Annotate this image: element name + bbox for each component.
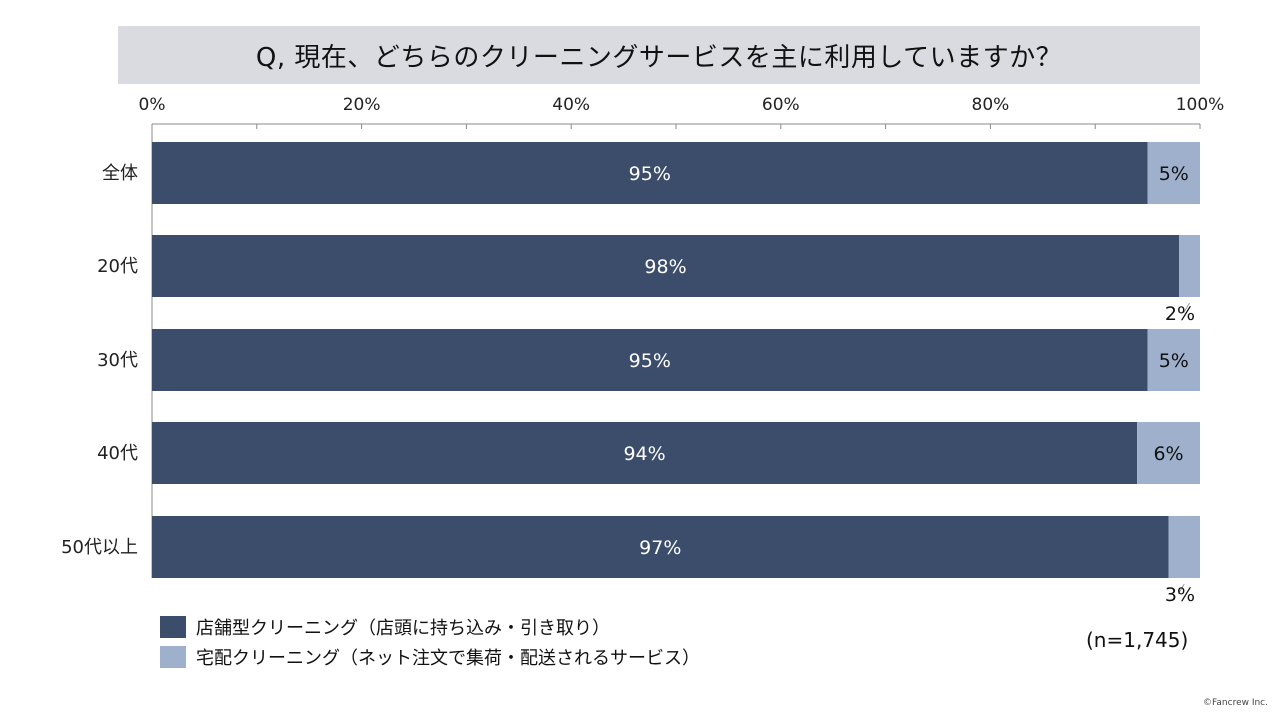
data-label-leader [1177, 583, 1185, 595]
data-label-store: 95% [629, 163, 671, 185]
bar-segment-delivery [1147, 142, 1200, 204]
data-label-leader [1183, 302, 1190, 314]
category-label: 30代 [97, 350, 138, 371]
category-label: 全体 [102, 163, 138, 184]
legend-swatch-store [160, 616, 186, 638]
data-label-delivery: 2% [1165, 303, 1195, 325]
bar-segment-store [152, 235, 1180, 297]
bar-segment-store [152, 329, 1148, 391]
copyright-text: ©Fancrew Inc. [1203, 698, 1268, 708]
x-tick-label: 100% [1176, 95, 1225, 115]
data-label-delivery: 5% [1159, 350, 1189, 372]
data-label-store: 94% [623, 443, 665, 465]
x-tick-label: 40% [552, 95, 590, 115]
data-label-store: 95% [629, 350, 671, 372]
legend-swatch-delivery [160, 646, 186, 668]
legend-label-store: 店舗型クリーニング（店頭に持ち込み・引き取り） [196, 618, 610, 639]
bar-segment-delivery [1147, 329, 1200, 391]
bar-segment-store [152, 142, 1148, 204]
legend-item-delivery: 宅配クリーニング（ネット注文で集荷・配送されるサービス） [160, 642, 700, 672]
data-label-delivery: 5% [1159, 163, 1189, 185]
x-tick-label: 80% [972, 95, 1010, 115]
bar-segment-delivery [1137, 422, 1200, 484]
x-tick-label: 0% [139, 95, 166, 115]
bar-segment-delivery [1168, 516, 1200, 578]
data-label-store: 98% [644, 256, 686, 278]
data-label-delivery: 6% [1153, 443, 1183, 465]
bar-segment-store [152, 422, 1138, 484]
data-label-delivery: 3% [1165, 584, 1195, 606]
category-label: 40代 [97, 443, 138, 464]
data-label-store: 97% [639, 537, 681, 559]
chart-title: Q, 現在、どちらのクリーニングサービスを主に利用していますか？ [118, 26, 1200, 84]
x-tick-label: 20% [343, 95, 381, 115]
category-label: 50代以上 [61, 537, 138, 558]
bar-segment-delivery [1179, 235, 1200, 297]
legend-item-store: 店舗型クリーニング（店頭に持ち込み・引き取り） [160, 612, 700, 642]
legend-label-delivery: 宅配クリーニング（ネット注文で集荷・配送されるサービス） [196, 648, 700, 669]
bar-segment-store [152, 516, 1169, 578]
legend: 店舗型クリーニング（店頭に持ち込み・引き取り） 宅配クリーニング（ネット注文で集… [160, 612, 700, 672]
x-tick-label: 60% [762, 95, 800, 115]
category-label: 20代 [97, 256, 138, 277]
sample-size-note: (n=1,745) [1086, 628, 1189, 652]
